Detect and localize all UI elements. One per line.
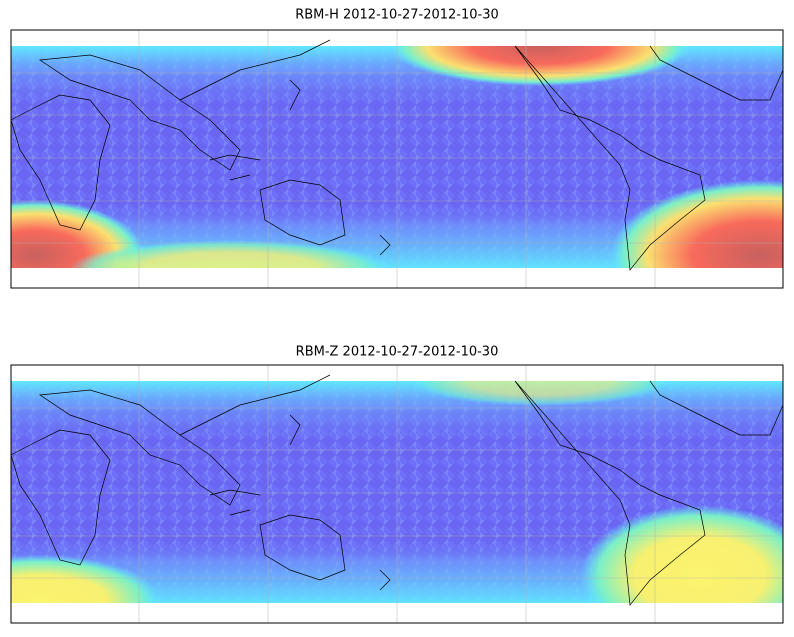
panel-title: RBM-Z 2012-10-27-2012-10-30 xyxy=(296,345,499,360)
frame xyxy=(10,364,784,624)
frame xyxy=(10,29,784,289)
map-panel: RBM-H 2012-10-27-2012-10-30 xyxy=(10,8,784,289)
graticule xyxy=(11,365,783,623)
panel-title: RBM-H 2012-10-27-2012-10-30 xyxy=(295,8,499,23)
map-panel: RBM-Z 2012-10-27-2012-10-30 xyxy=(10,345,784,624)
graticule xyxy=(11,30,783,288)
